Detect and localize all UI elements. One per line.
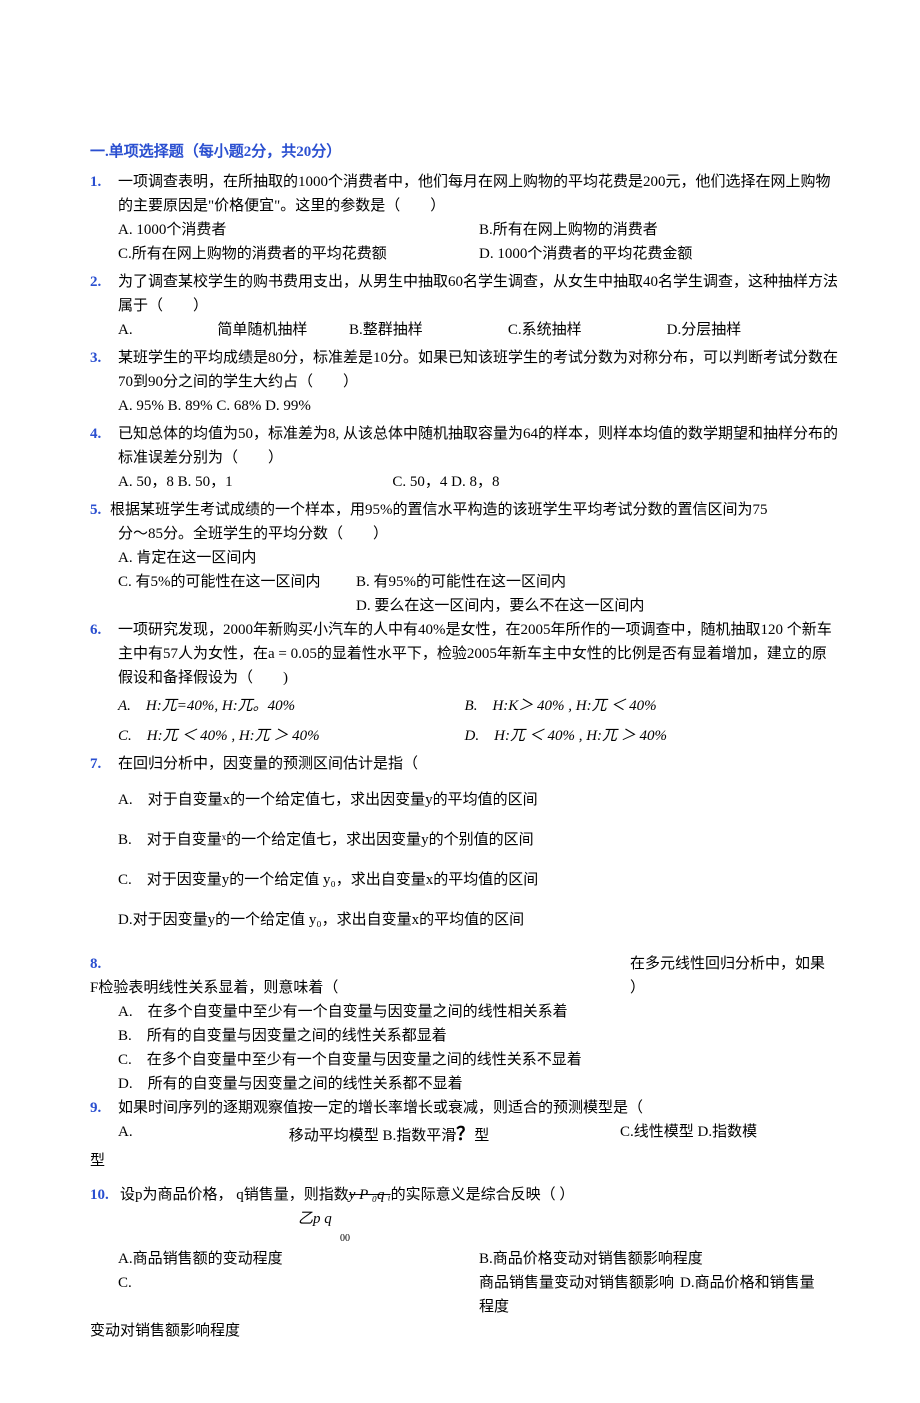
option-c: C. 对于因变量y的一个给定值 y₀，求出自变量x的平均值的区间 — [118, 868, 840, 892]
question-stem-pre: 设p为商品价格， q销售量，则指数 — [120, 1183, 349, 1207]
question-4: 4. 已知总体的均值为50，标准差为8, 从该总体中随机抽取容量为64的样本，则… — [90, 422, 840, 494]
option-d: D. H:兀 ＜ 40% , H:兀 ＞ 40% — [465, 724, 826, 748]
option-ab: A. 50，8 B. 50，1 — [118, 470, 392, 494]
question-number: 2. — [90, 270, 118, 342]
option-c: C.所有在网上购物的消费者的平均花费额 — [118, 242, 479, 266]
question-number: 3. — [90, 346, 118, 418]
question-3: 3. 某班学生的平均成绩是80分，标准差是10分。如果已知该班学生的考试分数为对… — [90, 346, 840, 418]
question-stem-2-left: F检验表明线性关系显着，则意味着（ — [90, 976, 338, 1000]
option-d: D.分层抽样 — [667, 318, 826, 342]
option-a: A. 肯定在这一区间内 — [118, 546, 338, 570]
option-d: D. 1000个消费者的平均花费金额 — [479, 242, 840, 266]
option-c: C. 在多个自变量中至少有一个自变量与因变量之间的线性关系不显着 — [118, 1048, 840, 1072]
question-number: 6. — [90, 618, 118, 748]
question-stem: 已知总体的均值为50，标准差为8, 从该总体中随机抽取容量为64的样本，则样本均… — [118, 422, 840, 470]
question-7: 7. 在回归分析中，因变量的预测区间估计是指（ A. 对于自变量x的一个给定值七… — [90, 752, 840, 948]
option-cd: C. 50，4 D. 8，8 — [392, 470, 825, 494]
option-a: A. H:兀=40%, H:兀。40% — [118, 694, 465, 718]
option-c-text: 商品销售量变动对销售额影响程度 — [479, 1271, 680, 1319]
option-b: B. H:K＞ 40% , H:兀 ＜ 40% — [465, 694, 826, 718]
formula-subscript: 00 — [340, 1231, 840, 1247]
option-d: D. 要么在这一区间内，要么不在这一区间内 — [356, 594, 840, 618]
question-stem: 为了调查某校学生的购书费用支出，从男生中抽取60名学生调查，从女生中抽取40名学… — [118, 270, 840, 318]
option-d-tail: 变动对销售额影响程度 — [90, 1319, 840, 1343]
option-a: A.商品销售额的变动程度 — [118, 1247, 479, 1271]
option-cd: C.线性模型 D.指数模 — [620, 1120, 840, 1149]
question-stem-post: 的实际意义是综合反映（ ） — [391, 1183, 575, 1207]
option-c-label: C. — [118, 1271, 479, 1319]
question-5: 5. 根据某班学生考试成绩的一个样本， 用95%的置信水平构造的该班学生平均考试… — [90, 498, 840, 618]
question-9: 9. 如果时间序列的逐期观察值按一定的增长率增长或衰减，则适合的预测模型是（ A… — [90, 1096, 840, 1173]
option-b: B.整群抽样 — [349, 318, 508, 342]
option-b-tail: 型 — [474, 1128, 489, 1144]
question-number: 10. — [90, 1183, 120, 1207]
question-number: 8. — [90, 952, 118, 976]
option-c: C.系统抽样 — [508, 318, 667, 342]
formula-numerator: y P ₀q ᵢ — [349, 1183, 391, 1207]
section-title: 一.单项选择题（每小题2分，共20分） — [90, 140, 840, 164]
question-number: 1. — [90, 170, 118, 266]
option-b: B.所有在网上购物的消费者 — [479, 218, 840, 242]
option-b: B. 对于自变量ˣ的一个给定值七，求出因变量y的个别值的区间 — [118, 828, 840, 852]
option-d: D.商品价格和销售量 — [680, 1271, 840, 1319]
question-number: 5. — [90, 498, 110, 522]
question-number: 7. — [90, 752, 118, 948]
question-10: 10. 设p为商品价格， q销售量，则指数 y P ₀q ᵢ 的实际意义是综合反… — [90, 1183, 840, 1343]
option-ab-text: 移动平均模型 B.指数平滑 — [289, 1128, 457, 1144]
option-a-label: A. — [90, 1120, 158, 1149]
option-c: C. H:兀 ＜ 40% , H:兀 ＞ 40% — [118, 724, 465, 748]
question-stem-2: 分～85分。全班学生的平均分数（ ） — [90, 522, 840, 546]
options-inline: A. 95% B. 89% C. 68% D. 99% — [118, 394, 840, 418]
option-b: B. 所有的自变量与因变量之间的线性关系都显着 — [118, 1024, 840, 1048]
question-stem: 在回归分析中，因变量的预测区间估计是指（ — [118, 752, 840, 776]
option-a: A. 对于自变量x的一个给定值七，求出因变量y的平均值的区间 — [118, 788, 840, 812]
question-stem: 某班学生的平均成绩是80分，标准差是10分。如果已知该班学生的考试分数为对称分布… — [118, 346, 840, 394]
question-stem-right: 在多元线性回归分析中，如果 — [630, 952, 840, 976]
question-number: 4. — [90, 422, 118, 494]
question-6: 6. 一项研究发现，2000年新购买小汽车的人中有40%是女性，在2005年所作… — [90, 618, 840, 748]
question-mark-icon: ？ — [456, 1124, 474, 1144]
option-a-label: A. — [118, 318, 176, 342]
question-8: 8. 在多元线性回归分析中，如果 F检验表明线性关系显着，则意味着（ ） A. … — [90, 952, 840, 1096]
question-2: 2. 为了调查某校学生的购书费用支出，从男生中抽取60名学生调查，从女生中抽取4… — [90, 270, 840, 342]
question-stem: 如果时间序列的逐期观察值按一定的增长率增长或衰减，则适合的预测模型是（ — [118, 1096, 840, 1120]
question-number: 9. — [90, 1096, 118, 1120]
question-stem-2-right: ） — [630, 976, 840, 1000]
formula-denominator: 乙p q — [298, 1207, 332, 1231]
option-a: A. 1000个消费者 — [118, 218, 479, 242]
option-d-tail: 型 — [90, 1149, 840, 1173]
question-stem-right: 用95%的置信水平构造的该班学生平均考试分数的置信区间为75 — [350, 498, 840, 522]
option-b: B.商品价格变动对销售额影响程度 — [479, 1247, 840, 1271]
question-stem: 一项调查表明，在所抽取的1000个消费者中，他们每月在网上购物的平均花费是200… — [118, 170, 840, 218]
option-c: C. 有5%的可能性在这一区间内 — [118, 570, 338, 594]
option-a: 简单随机抽样 — [176, 318, 349, 342]
question-stem-left: 根据某班学生考试成绩的一个样本， — [110, 498, 350, 522]
option-a: A. 在多个自变量中至少有一个自变量与因变量之间的线性相关系着 — [118, 1000, 840, 1024]
question-1: 1. 一项调查表明，在所抽取的1000个消费者中，他们每月在网上购物的平均花费是… — [90, 170, 840, 266]
option-d: D. 所有的自变量与因变量之间的线性关系都不显着 — [118, 1072, 840, 1096]
option-b: B. 有95%的可能性在这一区间内 — [356, 570, 840, 594]
option-d: D.对于因变量y的一个给定值 y₀，求出自变量x的平均值的区间 — [118, 908, 840, 932]
question-stem: 一项研究发现，2000年新购买小汽车的人中有40%是女性，在2005年所作的一项… — [118, 618, 840, 690]
